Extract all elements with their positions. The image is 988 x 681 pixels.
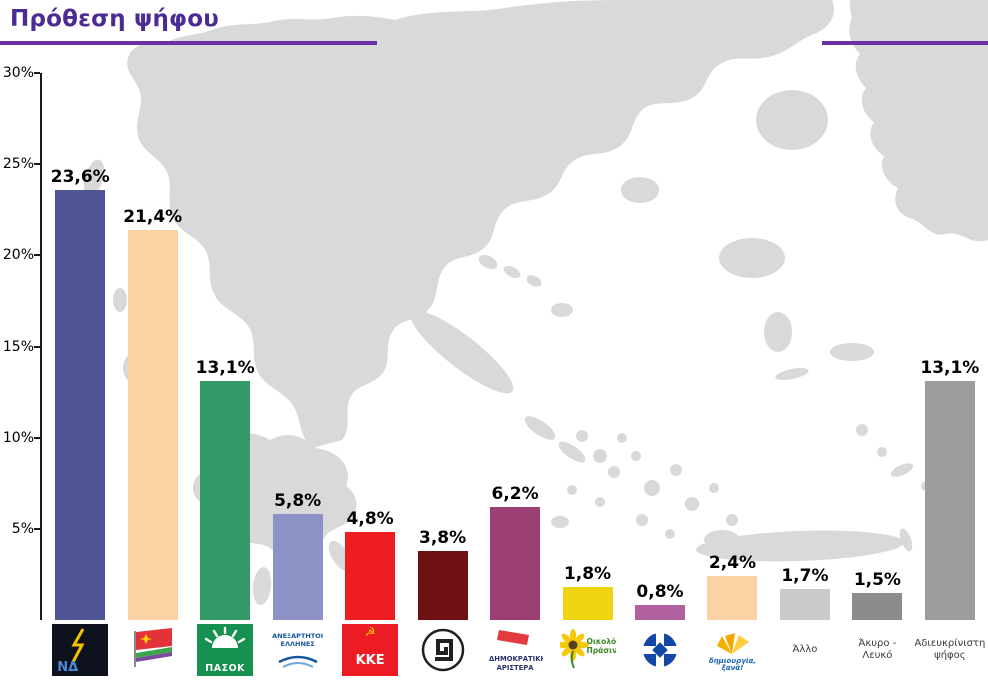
bar [345,532,396,620]
anexartitoi-ellines-logo-cell: ΑΝΕΞΑΡΤΗΤΟΙ ΕΛΛΗΝΕΣ [261,622,333,678]
syriza-logo [124,624,181,676]
bar [200,381,251,620]
bar-group-3: 13,1% [189,60,261,620]
nd-logo-cell: ΝΔ [44,622,116,678]
bar-value-label: 6,2% [491,483,539,504]
kke-logo-cell: ☭ ΚΚΕ [334,622,406,678]
bar-value-label: 0,8% [636,582,684,603]
kke-logo: ☭ ΚΚΕ [342,624,399,676]
bar-value-label: 13,1% [920,358,980,379]
dimiourgia-xana-logo-text: δημιουργία, ξανά! [708,656,757,673]
bar [490,506,541,620]
bar-group-7: 6,2% [479,60,551,620]
chrysi-avgi-logo-cell [406,622,478,678]
dimokratiki-aristera-logo-text: ΔΗΜΟΚΡΑΤΙΚΗ ΑΡΙΣΤΕΡΑ [489,655,544,672]
bar-group-10: 2,4% [696,60,768,620]
bar [417,550,468,620]
dimokratiki-aristera-logo-cell: ΔΗΜΟΚΡΑΤΙΚΗ ΑΡΙΣΤΕΡΑ [479,622,551,678]
bar [924,381,975,620]
x-axis-labels-row: ΝΔ ΠΑΣΟΚ ΑΝΕΞΑΡΤΗΤΟΙ ΕΛΛΗΝΕΣ ☭ ΚΚΕ ΔΗΜΟΚΡΑΤΙΚ… [44,622,986,678]
nd-logo: ΝΔ [52,624,109,676]
oikologoi-prasinoi-logo-text: Οικολόγοι Πράσινοι [586,637,616,656]
pasok-logo-text: ΠΑΣΟΚ [205,662,246,674]
bar-group-2: 21,4% [116,60,188,620]
anexartitoi-ellines-logo: ΑΝΕΞΑΡΤΗΤΟΙ ΕΛΛΗΝΕΣ [269,624,326,676]
laos-logo [631,624,688,676]
page-title: Πρόθεση ψήφου [10,6,219,32]
chrysi-avgi-logo [414,624,471,676]
bar [272,514,323,620]
hammer-and-sickle-icon: ☭ [364,625,376,639]
syriza-logo-cell [116,622,188,678]
bar-value-label: 13,1% [195,358,255,379]
x-label-invalid-blank: Άκυρο - Λευκό [858,638,897,661]
bar [562,587,613,620]
pasok-logo: ΠΑΣΟΚ [197,624,254,676]
bar-group-8: 1,8% [551,60,623,620]
anexartitoi-ellines-logo-text: ΑΝΕΞΑΡΤΗΤΟΙ ΕΛΛΗΝΕΣ [272,632,324,649]
bar [127,229,178,620]
kke-logo-text: ΚΚΕ [355,653,385,668]
dimiourgia-xana-logo: δημιουργία, ξανά! [704,624,761,676]
bar-value-label: 1,8% [563,564,612,585]
title-underline-right [822,41,988,45]
dimokratiki-aristera-logo: ΔΗΜΟΚΡΑΤΙΚΗ ΑΡΙΣΤΕΡΑ [487,624,544,676]
nd-logo-text: ΝΔ [57,660,79,675]
bar-group-6: 3,8% [406,60,478,620]
bar-value-label: 2,4% [708,553,757,574]
bar-value-label: 1,7% [781,566,829,587]
title-underline-left [0,41,377,45]
x-label-other-cell: Άλλο [769,622,841,678]
pasok-logo-cell: ΠΑΣΟΚ [189,622,261,678]
dimiourgia-xana-logo-cell: δημιουργία, ξανά! [696,622,768,678]
bar-group-12: 1,5% [841,60,913,620]
x-label-undecided-cell: Αδιευκρίνιστη ψήφος [914,622,986,678]
laos-logo-cell [624,622,696,678]
bar-group-11: 1,7% [769,60,841,620]
bar-group-9: 0,8% [624,60,696,620]
bar-group-5: 4,8% [334,60,406,620]
bar-group-1: 23,6% [44,60,116,620]
bar [634,605,685,620]
bar-group-13: 13,1% [914,60,986,620]
x-label-other: Άλλο [792,644,818,655]
bar-group-4: 5,8% [261,60,333,620]
bar-value-label: 4,8% [346,509,394,530]
bar [852,592,903,620]
bar-value-label: 23,6% [50,166,110,187]
bar-value-label: 21,4% [123,206,183,227]
bar [707,576,758,620]
bar-value-label: 5,8% [274,491,322,512]
bar-value-label: 3,8% [419,527,467,548]
x-label-undecided: Αδιευκρίνιστη ψήφος [914,638,986,661]
bars-row: 23,6% 21,4% 13,1% 5,8% 4,8% 3,8% 6,2% 1,8% 0,8% 2… [44,60,986,620]
x-label-invalid-blank-cell: Άκυρο - Λευκό [841,622,913,678]
oikologoi-prasinoi-logo: Οικολόγοι Πράσινοι [559,624,616,676]
bar [779,589,830,620]
y-axis-line [40,73,42,620]
oikologoi-prasinoi-logo-cell: Οικολόγοι Πράσινοι [551,622,623,678]
bar-value-label: 1,5% [853,569,901,590]
bar [55,189,106,620]
